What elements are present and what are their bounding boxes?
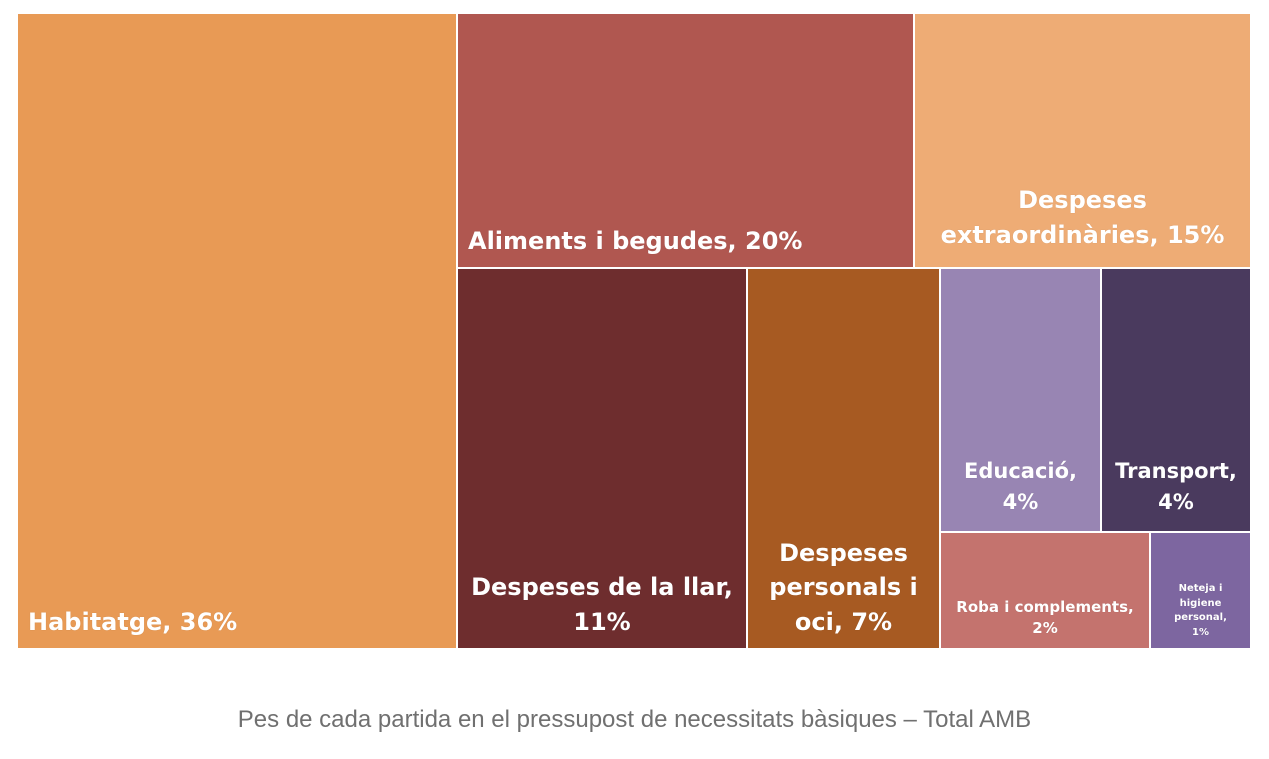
treemap-chart: Habitatge, 36% Aliments i begudes, 20% Des… — [18, 14, 1250, 648]
treemap-tile-extraordinaries: Despeses extraordinàries, 15% — [915, 14, 1250, 269]
treemap-tile-llar: Despeses de la llar, 11% — [458, 269, 748, 648]
treemap-label-educacio: Educació, 4% — [964, 459, 1077, 514]
treemap-tile-educacio: Educació, 4% — [941, 269, 1102, 533]
treemap-tile-neteja: Neteja i higiene personal, 1% — [1151, 533, 1250, 648]
treemap-tile-personals: Despeses personals i oci, 7% — [748, 269, 941, 648]
treemap-label-aliments: Aliments i begudes, 20% — [468, 227, 803, 256]
chart-caption: Pes de cada partida en el pressupost de … — [237, 706, 1032, 733]
treemap-label-extraordinaries: Despeses extraordinàries, 15% — [940, 186, 1225, 250]
treemap-label-llar: Despeses de la llar, 11% — [471, 573, 733, 637]
treemap-tile-transport: Transport, 4% — [1102, 269, 1250, 533]
treemap-tile-aliments: Aliments i begudes, 20% — [458, 14, 915, 269]
treemap-label-neteja: Neteja i higiene personal, 1% — [1174, 583, 1227, 638]
treemap-label-habitatge: Habitatge, 36% — [28, 608, 238, 637]
treemap-tile-roba: Roba i complements, 2% — [941, 533, 1151, 648]
treemap-tile-habitatge: Habitatge, 36% — [18, 14, 458, 648]
treemap-label-personals: Despeses personals i oci, 7% — [769, 538, 918, 637]
treemap-label-transport: Transport, 4% — [1115, 459, 1237, 514]
treemap-label-roba: Roba i complements, 2% — [956, 597, 1134, 638]
